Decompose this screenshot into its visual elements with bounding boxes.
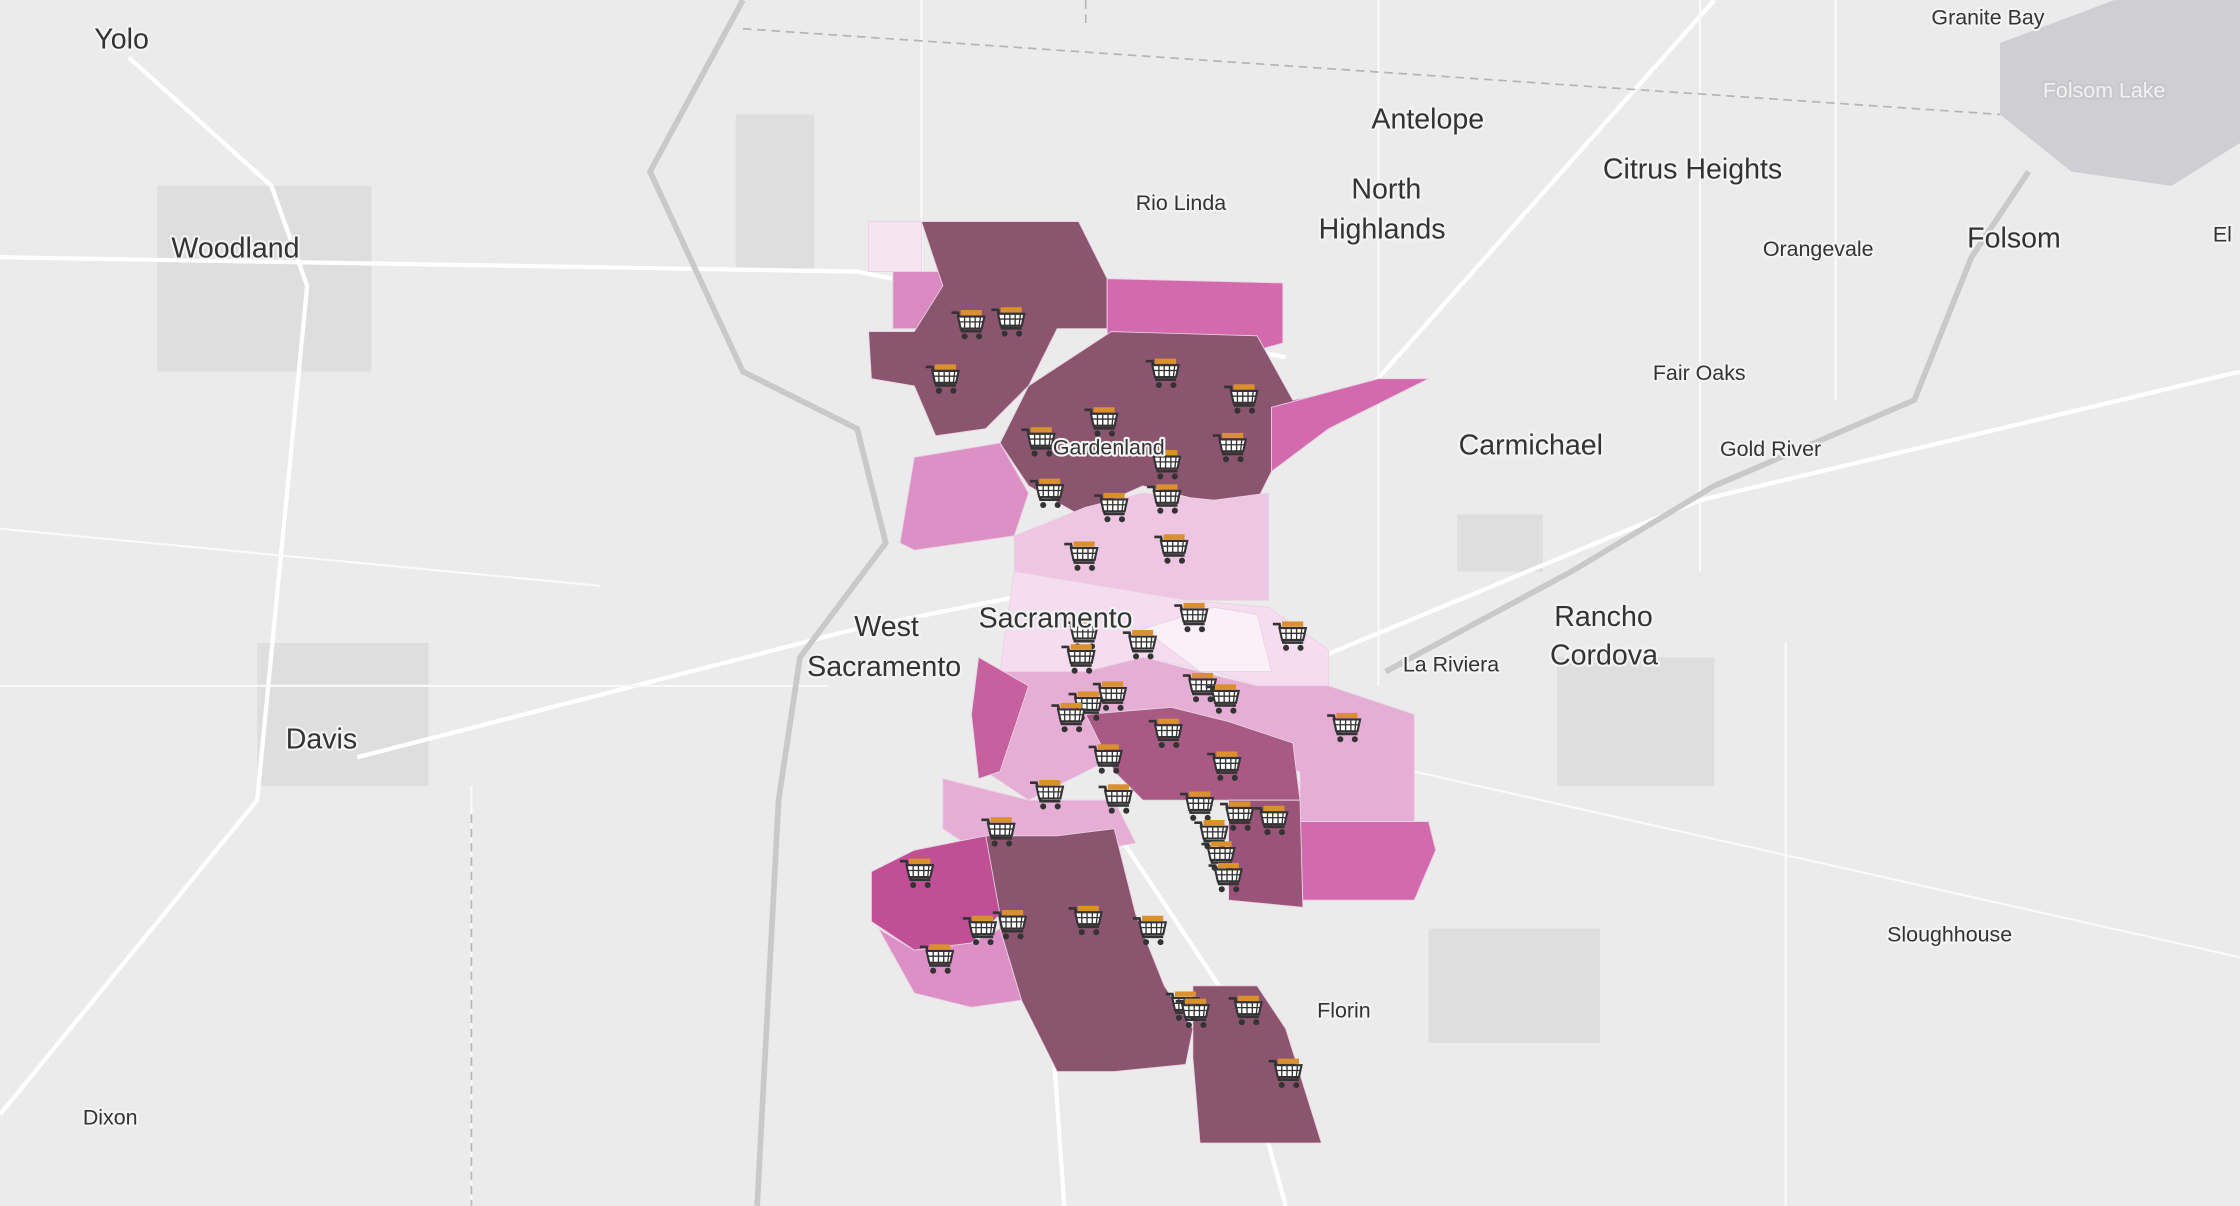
place-label: Folsom Lake <box>2043 78 2166 102</box>
place-label: Sacramento <box>807 651 961 683</box>
place-label: West <box>854 611 919 643</box>
place-label: Highlands <box>1319 214 1446 246</box>
place-label: Dixon <box>83 1105 138 1129</box>
place-label: El <box>2213 223 2232 247</box>
place-label: La Riviera <box>1403 653 1499 677</box>
place-label: Fair Oaks <box>1653 361 1746 385</box>
place-label: Florin <box>1317 998 1371 1022</box>
place-label: Antelope <box>1371 104 1484 136</box>
place-label: Gardenland <box>1053 435 1165 459</box>
place-label: Rio Linda <box>1136 191 1227 215</box>
land-patches <box>157 0 2240 1043</box>
place-label: Gold River <box>1720 437 1821 461</box>
place-label: Cordova <box>1550 639 1658 671</box>
place-label: Orangevale <box>1763 237 1874 261</box>
place-label: Woodland <box>171 232 299 264</box>
place-label: Sloughhouse <box>1887 923 2012 947</box>
place-label: Sacramento <box>979 602 1133 634</box>
place-label: Davis <box>286 724 357 756</box>
place-label: Granite Bay <box>1931 5 2044 29</box>
place-label: Citrus Heights <box>1603 154 1782 186</box>
place-labels: Yolo Woodland Davis Dixon Antelope Rio L… <box>81 3 2234 1131</box>
place-label: Rancho <box>1554 601 1652 633</box>
place-label: Yolo <box>94 24 149 56</box>
place-label: Carmichael <box>1459 429 1603 461</box>
place-label: Folsom <box>1967 222 2061 254</box>
place-label: North <box>1351 174 1421 206</box>
